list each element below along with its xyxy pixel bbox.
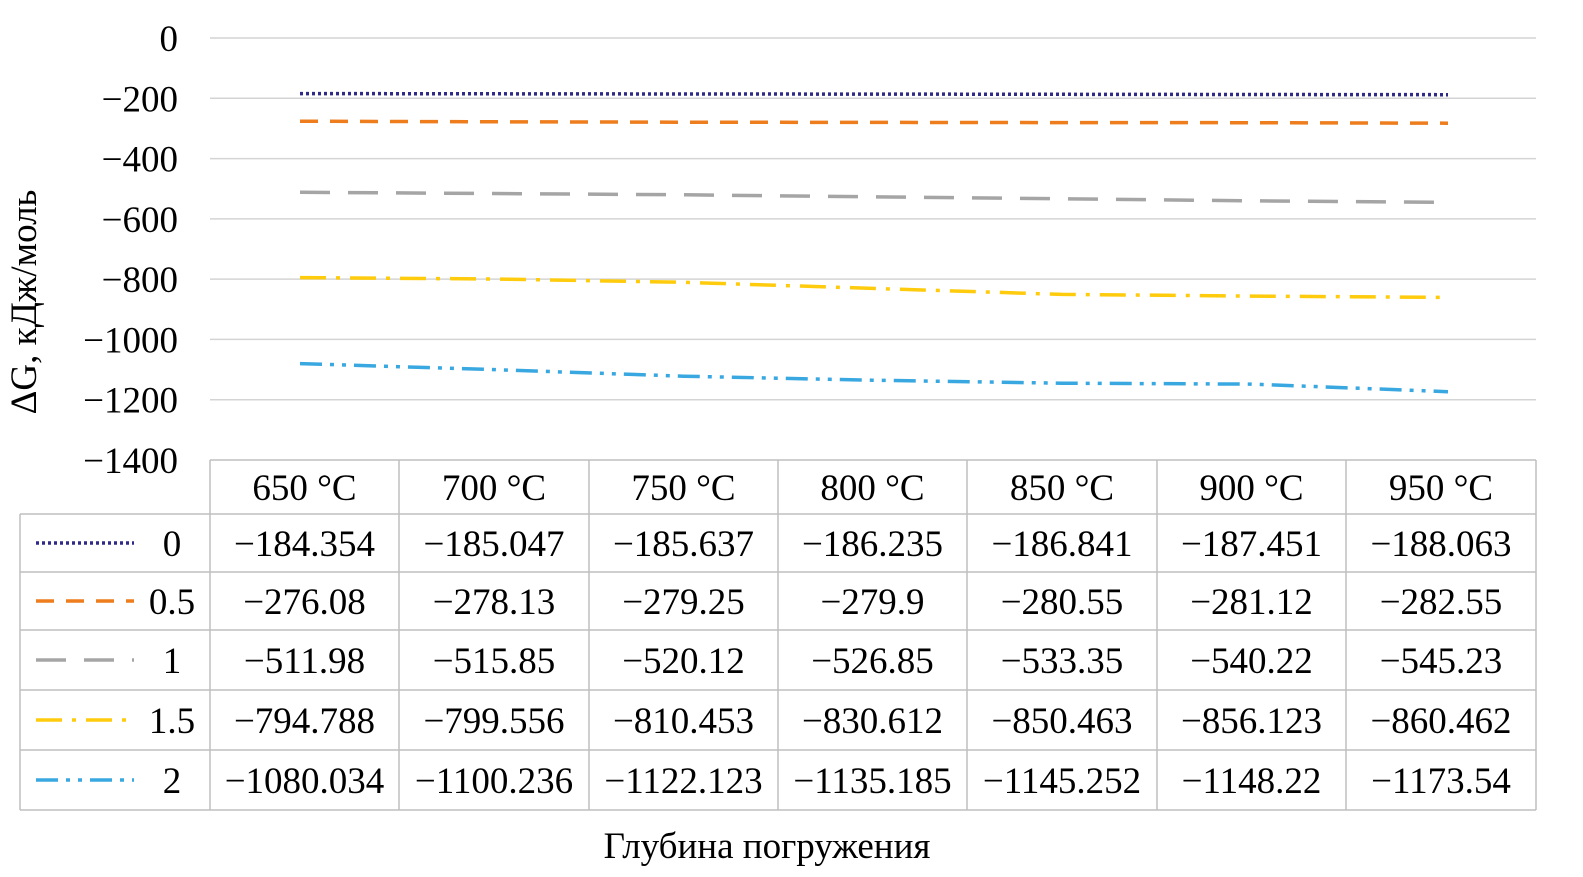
data-label: −520.12 — [622, 641, 745, 682]
data-label: −187.451 — [1181, 524, 1322, 565]
data-label: −1080.034 — [225, 761, 385, 802]
data-label: −511.98 — [244, 641, 365, 682]
data-label: −1135.185 — [793, 761, 951, 802]
data-label: −281.12 — [1190, 582, 1313, 623]
data-label: −1100.236 — [415, 761, 573, 802]
data-table: 650 °C 700 °C 750 °C 800 °C 850 °C 900 °C 950 … — [19, 459, 1537, 811]
data-label: −533.35 — [1001, 641, 1124, 682]
data-label: −184.354 — [234, 524, 375, 565]
data-label: −545.23 — [1380, 641, 1503, 682]
y-tick-label: −800 — [102, 260, 178, 301]
y-tick-label: −1000 — [83, 320, 178, 361]
data-label: −856.123 — [1181, 701, 1322, 742]
data-label: −278.13 — [433, 582, 556, 623]
y-tick-label: −1400 — [83, 441, 178, 482]
data-label: −1145.252 — [983, 761, 1141, 802]
data-label: −186.235 — [802, 524, 943, 565]
data-label: −185.047 — [423, 524, 564, 565]
y-tick-label: 0 — [160, 19, 179, 60]
legend-entry: 0 — [163, 524, 182, 565]
x-category-label: 750 °C — [631, 468, 735, 509]
data-label: −276.08 — [243, 582, 366, 623]
series-line-2 — [299, 361, 1449, 394]
series-line-1.5 — [299, 275, 1449, 300]
data-label: −540.22 — [1190, 641, 1313, 682]
legend-entry: 1 — [163, 641, 182, 682]
data-label: −279.25 — [622, 582, 745, 623]
data-label: −830.612 — [802, 701, 943, 742]
y-axis-label: ΔG, кДж/моль — [4, 190, 45, 415]
y-tick-label: −400 — [102, 140, 178, 181]
data-label: −850.463 — [991, 701, 1132, 742]
data-label: −799.556 — [423, 701, 564, 742]
series-lines — [299, 91, 1449, 394]
data-label: −794.788 — [234, 701, 375, 742]
series-line-0.5 — [299, 119, 1449, 125]
data-label: −515.85 — [433, 641, 556, 682]
x-category-label: 800 °C — [820, 468, 924, 509]
data-label: −860.462 — [1370, 701, 1511, 742]
x-category-label: 700 °C — [442, 468, 546, 509]
y-tick-label: −1200 — [83, 381, 178, 422]
data-label: −1173.54 — [1371, 761, 1511, 802]
data-label: −282.55 — [1380, 582, 1503, 623]
x-category-label: 900 °C — [1199, 468, 1303, 509]
grid-lines — [210, 37, 1536, 401]
data-label: −526.85 — [811, 641, 934, 682]
series-line-0 — [299, 91, 1449, 97]
y-axis-ticks: 0 −200 −400 −600 −800 −1000 −1200 −1400 — [83, 19, 178, 482]
data-label: −810.453 — [613, 701, 754, 742]
data-label: −1122.123 — [604, 761, 762, 802]
x-category-label: 850 °C — [1010, 468, 1114, 509]
legend-entry: 2 — [163, 761, 182, 802]
data-label: −185.637 — [613, 524, 754, 565]
data-label: −188.063 — [1370, 524, 1511, 565]
x-category-label: 950 °C — [1389, 468, 1493, 509]
data-label: −1148.22 — [1182, 761, 1322, 802]
legend-entry: 0.5 — [149, 582, 195, 623]
data-label: −279.9 — [820, 582, 924, 623]
data-label: −186.841 — [991, 524, 1132, 565]
x-category-label: 650 °C — [252, 468, 356, 509]
y-tick-label: −200 — [102, 79, 178, 120]
y-tick-label: −600 — [102, 200, 178, 241]
x-axis-label: Глубина погружения — [604, 826, 931, 867]
series-line-1 — [299, 190, 1449, 205]
data-label: −280.55 — [1001, 582, 1124, 623]
legend-entry: 1.5 — [149, 701, 195, 742]
